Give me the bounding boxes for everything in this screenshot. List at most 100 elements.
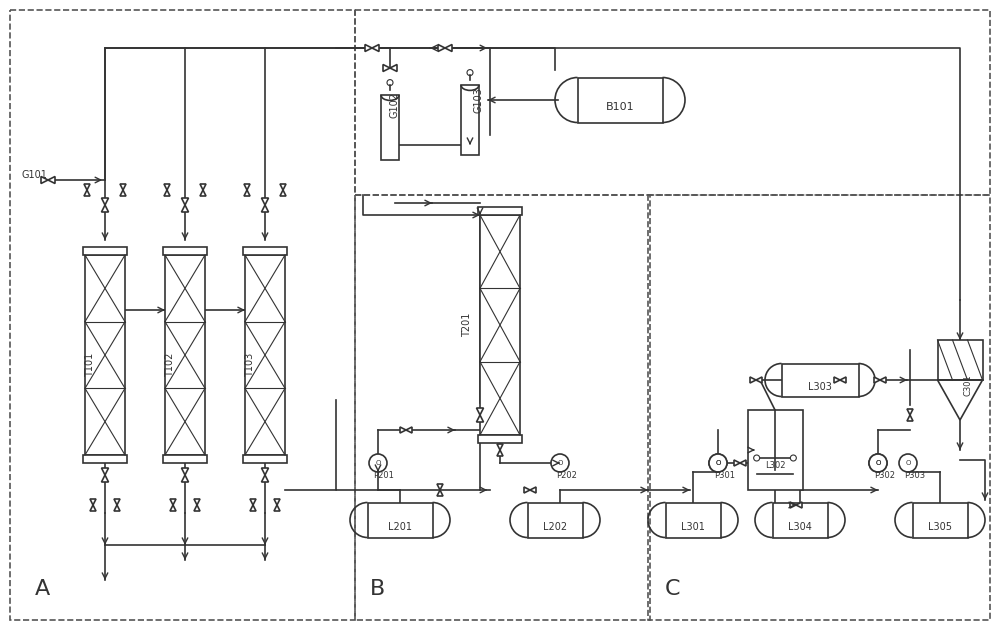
Circle shape [709,454,727,472]
Bar [648,195,990,620]
Polygon shape [740,460,746,466]
Polygon shape [120,184,126,190]
Polygon shape [114,505,120,511]
Polygon shape [84,190,90,196]
Bar [666,503,720,538]
Text: L302: L302 [765,460,785,470]
Polygon shape [200,190,206,196]
Text: L201: L201 [388,522,412,532]
Bar [243,455,287,463]
Text: G103: G103 [473,87,483,113]
Polygon shape [840,377,846,383]
Polygon shape [120,190,126,196]
Polygon shape [280,184,286,190]
Bar [10,10,355,620]
Polygon shape [102,198,108,205]
Polygon shape [262,205,268,212]
Circle shape [899,454,917,472]
Polygon shape [437,490,443,496]
Polygon shape [524,487,530,493]
Polygon shape [497,450,503,456]
Circle shape [754,455,760,461]
Polygon shape [907,415,913,421]
Text: L304: L304 [788,522,812,532]
Circle shape [551,454,569,472]
Polygon shape [170,499,176,505]
Polygon shape [390,65,397,72]
Polygon shape [262,475,268,482]
Polygon shape [194,505,200,511]
Text: O: O [375,460,381,466]
Text: T201: T201 [462,313,472,337]
Bar [368,503,432,538]
Polygon shape [907,409,913,415]
Polygon shape [90,505,96,511]
Polygon shape [874,377,880,383]
Polygon shape [90,499,96,505]
Text: G101: G101 [22,170,48,180]
Bar [381,95,399,160]
Polygon shape [164,184,170,190]
Polygon shape [182,205,188,212]
Polygon shape [734,460,740,466]
Text: O: O [557,460,563,466]
Bar [85,255,125,455]
Bar [478,435,522,443]
Bar [578,77,662,122]
Text: O: O [715,460,721,466]
Bar [480,215,520,435]
Polygon shape [170,505,176,511]
Polygon shape [477,408,484,415]
Circle shape [790,455,796,461]
Polygon shape [250,499,256,505]
Text: P202: P202 [556,471,577,480]
Polygon shape [477,415,484,422]
Bar [912,503,968,538]
Polygon shape [274,499,280,505]
Polygon shape [48,176,55,183]
Polygon shape [114,499,120,505]
Text: C: C [665,579,680,599]
Text: P201: P201 [373,471,394,480]
Polygon shape [365,44,372,51]
Text: G102: G102 [390,92,400,118]
Polygon shape [41,176,48,183]
Bar [355,10,990,195]
Polygon shape [262,198,268,205]
Text: L301: L301 [681,522,705,532]
Text: O: O [875,460,881,466]
Polygon shape [194,499,200,505]
Bar [772,503,828,538]
Text: B101: B101 [606,102,634,112]
Text: C301: C301 [964,374,972,396]
Text: P303: P303 [904,471,925,480]
Polygon shape [200,184,206,190]
Text: A: A [35,579,50,599]
Text: L202: L202 [543,522,567,532]
Polygon shape [406,427,412,433]
Text: P301: P301 [714,471,735,480]
Bar [243,247,287,255]
Polygon shape [280,190,286,196]
Polygon shape [164,190,170,196]
Text: B: B [370,579,385,599]
Circle shape [369,454,387,472]
Polygon shape [880,377,886,383]
Bar [938,340,982,380]
Polygon shape [274,505,280,511]
Polygon shape [244,184,250,190]
Bar [245,255,285,455]
Polygon shape [250,505,256,511]
Bar [163,247,207,255]
Polygon shape [182,198,188,205]
Polygon shape [400,427,406,433]
Text: O: O [875,460,881,466]
Polygon shape [383,65,390,72]
Text: T102: T102 [165,353,175,377]
Circle shape [869,454,887,472]
Circle shape [869,454,887,472]
Bar [163,455,207,463]
Polygon shape [182,475,188,482]
Bar [83,455,127,463]
Polygon shape [938,380,982,420]
